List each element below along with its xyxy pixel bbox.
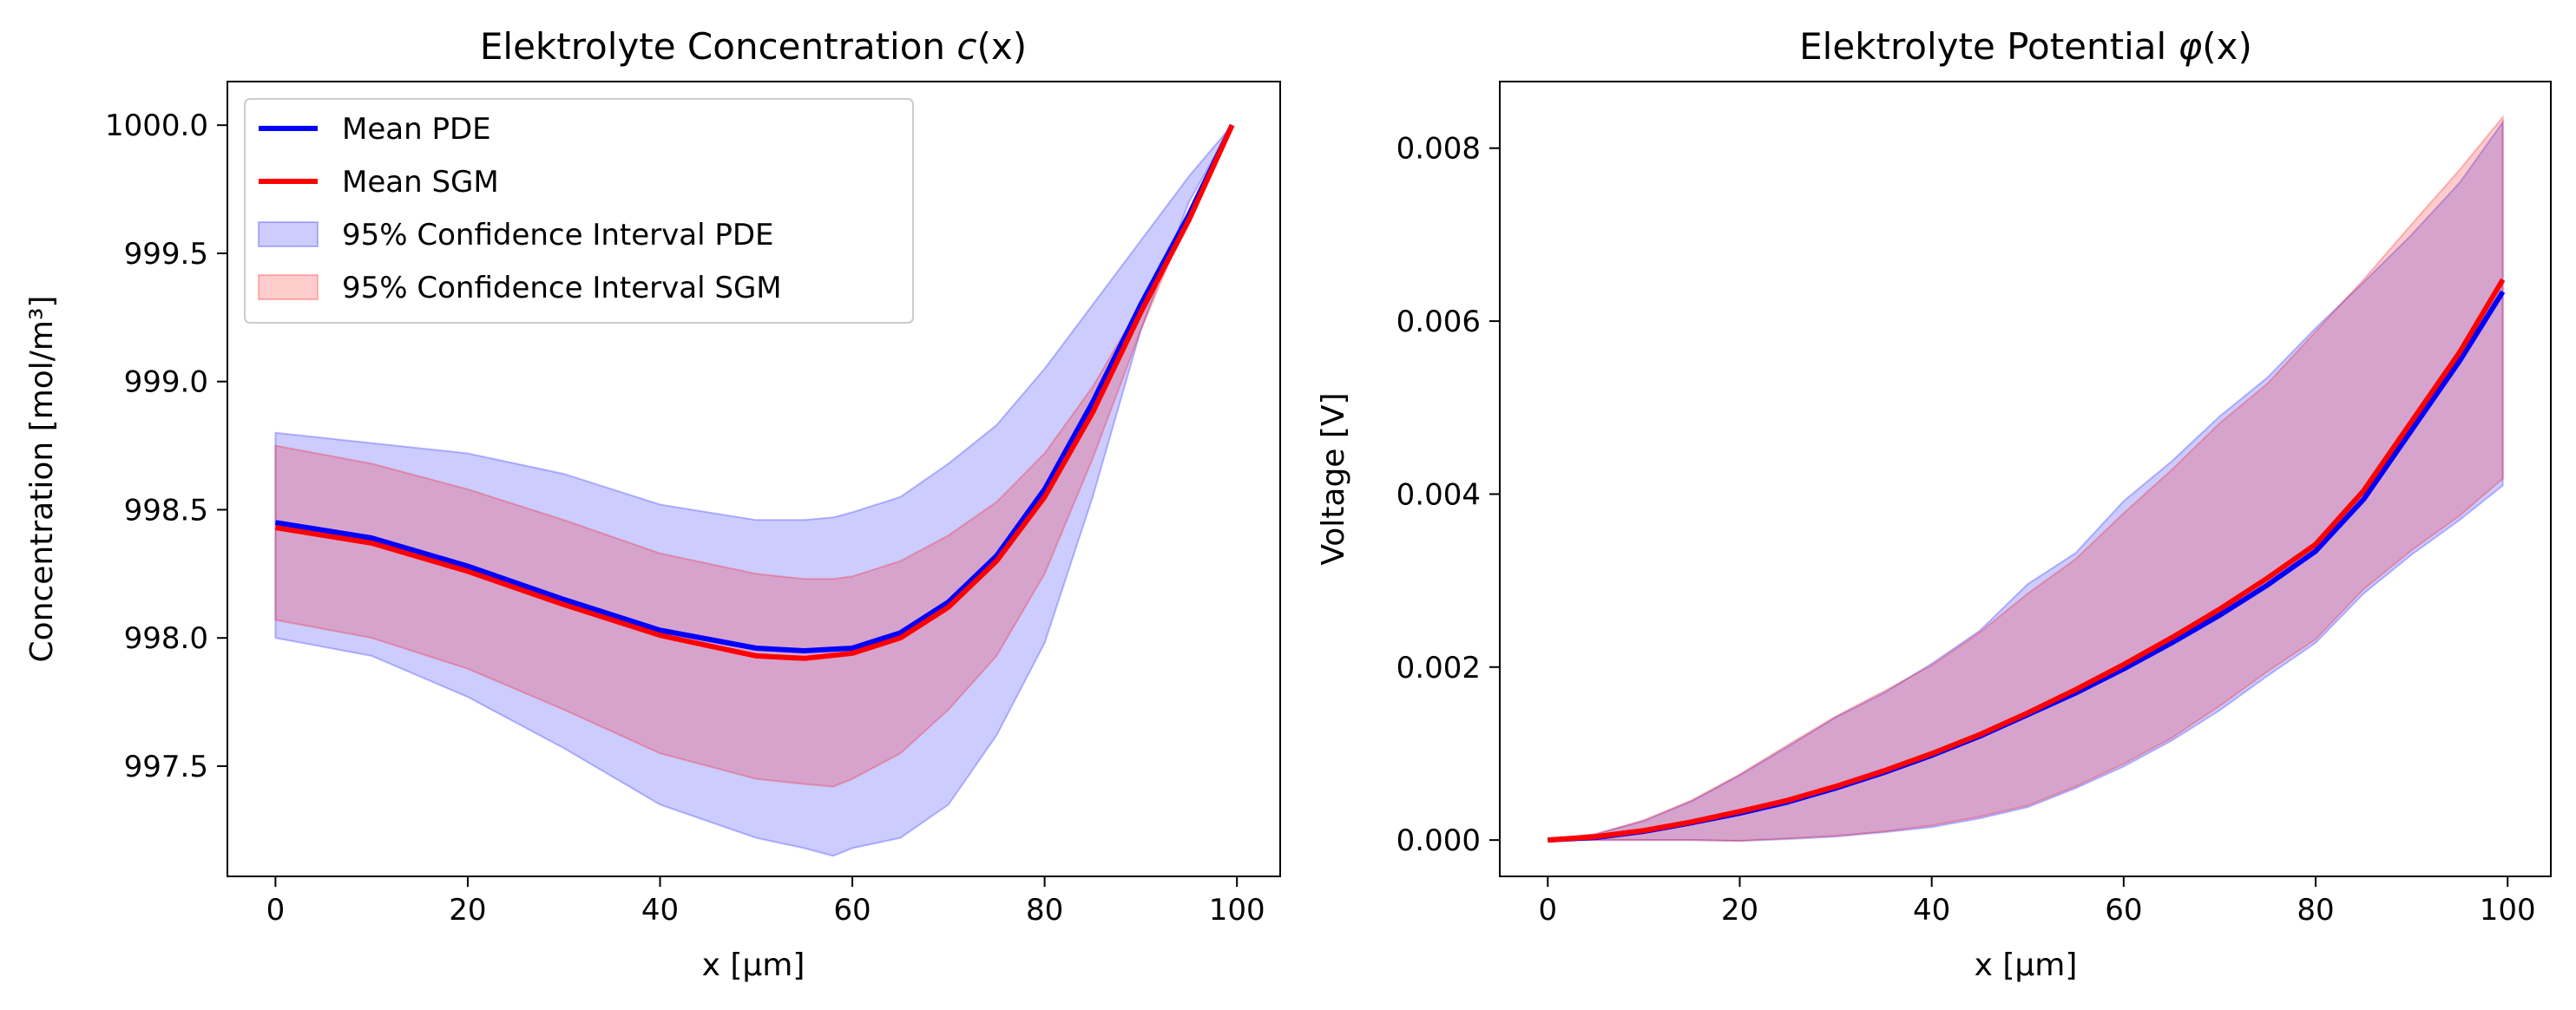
x-axis-label: x [µm] — [702, 948, 805, 983]
x-tick-label: 60 — [2105, 893, 2142, 928]
chart-title: Elektrolyte Concentration c(x) — [480, 25, 1027, 68]
legend-frame — [244, 98, 914, 324]
y-tick-label: 998.5 — [124, 493, 208, 528]
band-95-confidence-interval-sgm — [1548, 115, 2504, 843]
line-mean-sgm — [1548, 278, 2506, 843]
legend-label: Mean SGM — [342, 165, 499, 200]
x-tick-label: 100 — [1209, 893, 1265, 928]
chart-title: Elektrolyte Potential φ(x) — [1799, 25, 2252, 68]
y-axis-label: Concentration [mol/m³] — [24, 296, 60, 663]
x-tick-label: 80 — [1026, 893, 1063, 928]
concentration-plot: Elektrolyte Concentration c(x) 0 20 40 60 80… — [24, 25, 1281, 983]
line-mean-pde — [274, 123, 1235, 653]
x-tick-label: 40 — [1913, 893, 1950, 928]
y-tick-label: 997.5 — [124, 750, 208, 784]
legend-swatch-95-confidence-interval-sgm — [258, 274, 319, 300]
plot-frame — [1499, 81, 2552, 877]
y-tick-label: 0.006 — [1396, 305, 1481, 339]
x-tick-label: 60 — [833, 893, 871, 928]
y-tick-label: 0.008 — [1396, 132, 1481, 167]
y-tick-label: 0.004 — [1396, 477, 1481, 512]
x-tick-label: 80 — [2297, 893, 2334, 928]
legend-label: Mean PDE — [342, 112, 491, 147]
band-95-confidence-interval-pde — [1548, 119, 2504, 843]
y-tick-label: 998.0 — [124, 621, 208, 656]
legend-label: 95% Confidence Interval PDE — [342, 218, 774, 252]
y-tick-label: 0.002 — [1396, 651, 1481, 685]
x-tick-label: 0 — [266, 893, 286, 928]
line-mean-sgm — [274, 123, 1235, 661]
x-tick-label: 100 — [2480, 893, 2536, 928]
x-tick-label: 20 — [449, 893, 486, 928]
y-tick-label: 999.0 — [124, 365, 208, 400]
legend-label: 95% Confidence Interval SGM — [342, 271, 782, 305]
band-95-confidence-interval-pde — [274, 124, 1233, 857]
legend-swatch-95-confidence-interval-pde — [258, 221, 319, 247]
y-tick-label: 1000.0 — [105, 108, 208, 143]
x-tick-label: 20 — [1721, 893, 1758, 928]
x-tick-label: 0 — [1538, 893, 1557, 928]
plot-frame — [227, 81, 1281, 877]
x-axis-label: x [µm] — [1975, 948, 2078, 983]
y-axis-label: Voltage [V] — [1316, 392, 1351, 565]
y-tick-label: 999.5 — [124, 237, 208, 272]
x-tick-label: 40 — [641, 893, 679, 928]
legend: Mean PDE Mean SGM 95% Confidence Interval … — [244, 98, 914, 324]
potential-plot: Elektrolyte Potential φ(x) 0 20 40 60 80 100 0… — [1316, 25, 2552, 983]
y-tick-label: 0.000 — [1396, 823, 1481, 858]
